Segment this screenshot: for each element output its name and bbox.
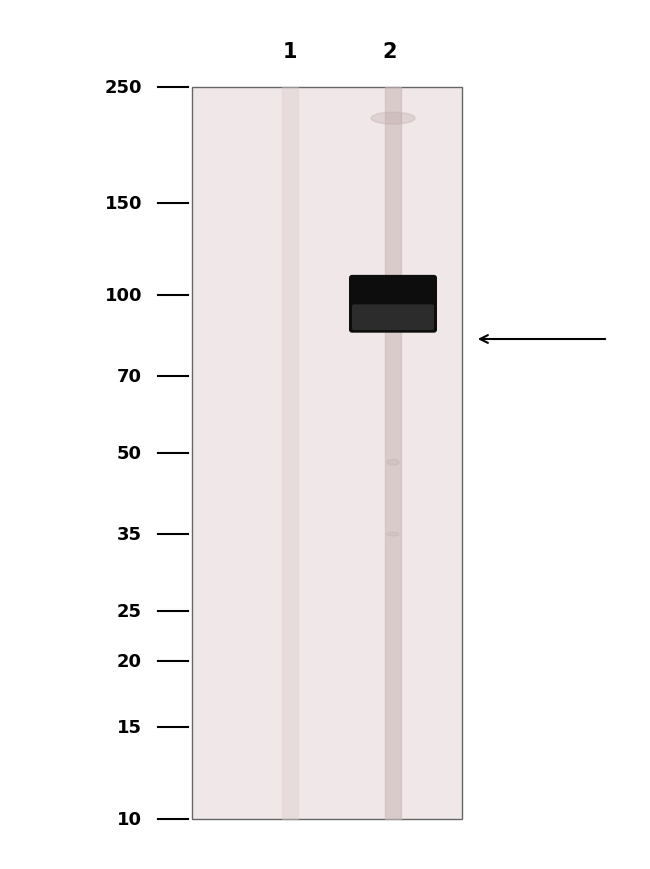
Bar	[192, 88, 462, 819]
Text: 150: 150	[105, 195, 142, 213]
Text: 50: 50	[117, 444, 142, 462]
Text: 2: 2	[383, 42, 397, 62]
Text: 15: 15	[117, 718, 142, 736]
Text: 25: 25	[117, 602, 142, 620]
Ellipse shape	[387, 460, 399, 466]
Text: 70: 70	[117, 368, 142, 386]
Text: 10: 10	[117, 810, 142, 828]
Text: 250: 250	[105, 79, 142, 96]
FancyBboxPatch shape	[352, 305, 434, 331]
Text: 35: 35	[117, 526, 142, 543]
Text: 1: 1	[283, 42, 297, 62]
Text: 20: 20	[117, 653, 142, 671]
Bar	[385, 88, 401, 819]
Bar	[282, 88, 298, 819]
Ellipse shape	[371, 113, 415, 125]
Ellipse shape	[387, 533, 399, 536]
Text: 100: 100	[105, 287, 142, 305]
FancyBboxPatch shape	[349, 275, 437, 334]
